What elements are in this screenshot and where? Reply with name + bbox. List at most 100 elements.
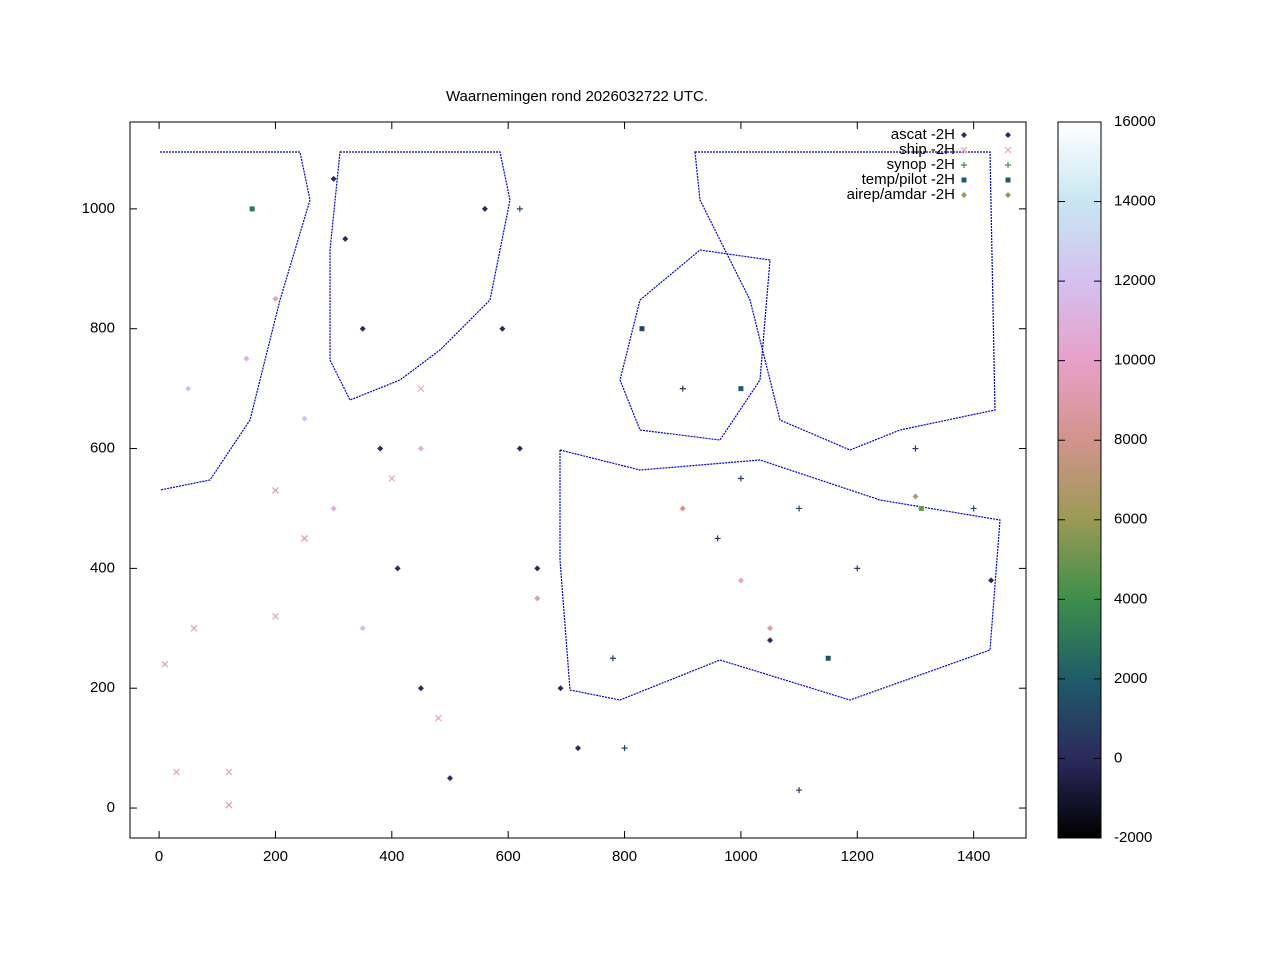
point [225, 768, 233, 776]
colorbar-label: 12000 [1114, 272, 1156, 289]
point [434, 714, 442, 722]
point [1005, 177, 1011, 183]
point [961, 132, 967, 138]
point [988, 577, 995, 584]
colorbar-label: 6000 [1114, 511, 1147, 528]
colorbar-label: 0 [1114, 749, 1122, 766]
x-tick-label: 400 [379, 848, 404, 865]
point [796, 787, 803, 794]
point [534, 595, 541, 602]
point [639, 326, 645, 332]
point [417, 685, 424, 692]
x-tick-label: 200 [263, 848, 288, 865]
x-tick-label: 1400 [957, 848, 990, 865]
point [557, 685, 564, 692]
point [1005, 192, 1011, 198]
point [961, 162, 967, 168]
colorbar-label: 14000 [1114, 193, 1156, 210]
x-tick-label: 600 [496, 848, 521, 865]
point [960, 146, 968, 154]
point [575, 745, 581, 752]
point [1005, 162, 1011, 168]
point [767, 625, 773, 632]
series [161, 385, 442, 809]
point [796, 505, 803, 512]
y-tick-label: 0 [107, 799, 115, 816]
point [621, 745, 628, 752]
point [272, 612, 279, 620]
point [330, 175, 337, 182]
series [249, 206, 924, 661]
point [499, 325, 506, 332]
point [388, 475, 396, 482]
x-tick-label: 1000 [724, 848, 757, 865]
point [243, 355, 250, 362]
point [1005, 132, 1011, 138]
legend-label: synop -2H [887, 156, 955, 173]
point [377, 445, 384, 452]
point [961, 177, 967, 183]
point [737, 577, 744, 584]
legend-label: airep/amdar -2H [847, 186, 955, 203]
point [249, 206, 255, 212]
y-tick-label: 200 [90, 679, 115, 696]
colorbar-label: 16000 [1114, 113, 1156, 130]
point [173, 768, 180, 776]
point [394, 565, 401, 572]
point [225, 801, 233, 809]
point [330, 505, 337, 512]
point [1004, 146, 1012, 154]
point [854, 565, 861, 572]
point [417, 445, 424, 452]
point [161, 660, 169, 668]
colorbar-label: 2000 [1114, 670, 1147, 687]
coastlines [159, 151, 1001, 701]
point [359, 625, 366, 632]
point [825, 655, 831, 661]
series [185, 295, 919, 632]
y-tick-label: 600 [90, 440, 115, 457]
legend-label: ascat -2H [891, 126, 955, 143]
plot-frame [129, 121, 1027, 839]
y-tick-label: 800 [90, 320, 115, 337]
point [970, 505, 977, 512]
colorbar-label: -2000 [1114, 829, 1152, 846]
point [185, 385, 192, 392]
point [481, 205, 488, 212]
point [961, 192, 967, 198]
point [738, 386, 744, 392]
point [359, 325, 366, 332]
x-tick-label: 1200 [841, 848, 874, 865]
point [516, 445, 523, 452]
point [679, 505, 686, 512]
colorbar-label: 10000 [1114, 352, 1156, 369]
point [301, 415, 308, 422]
point [190, 624, 198, 632]
point [417, 385, 425, 393]
point [912, 445, 919, 452]
legend-label: temp/pilot -2H [862, 171, 955, 188]
point [679, 385, 686, 392]
point [342, 235, 349, 242]
point [609, 655, 616, 662]
colorbar-label: 4000 [1114, 590, 1147, 607]
legend-label: ship -2H [899, 141, 955, 158]
point [714, 535, 721, 542]
point [767, 637, 773, 644]
point [301, 534, 308, 542]
colorbar-label: 8000 [1114, 431, 1147, 448]
y-tick-label: 1000 [82, 200, 115, 217]
point [272, 295, 279, 302]
colorbar [1057, 121, 1102, 839]
y-tick-label: 400 [90, 559, 115, 576]
point [534, 565, 541, 572]
series [330, 175, 995, 782]
point [272, 487, 279, 494]
series [516, 205, 977, 794]
x-tick-label: 800 [612, 848, 637, 865]
point [912, 493, 919, 500]
point [918, 505, 924, 511]
x-tick-label: 0 [155, 848, 163, 865]
point [737, 475, 744, 482]
